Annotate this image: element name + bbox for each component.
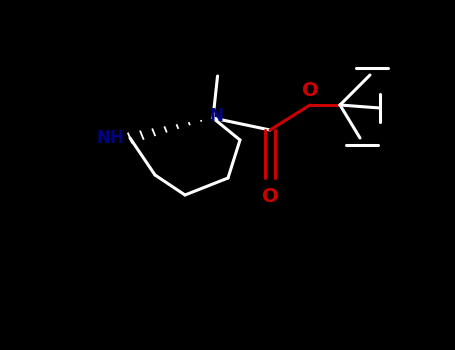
Text: NH: NH: [97, 129, 125, 147]
Text: O: O: [262, 187, 278, 206]
Text: N: N: [210, 107, 223, 125]
Text: O: O: [302, 81, 318, 100]
